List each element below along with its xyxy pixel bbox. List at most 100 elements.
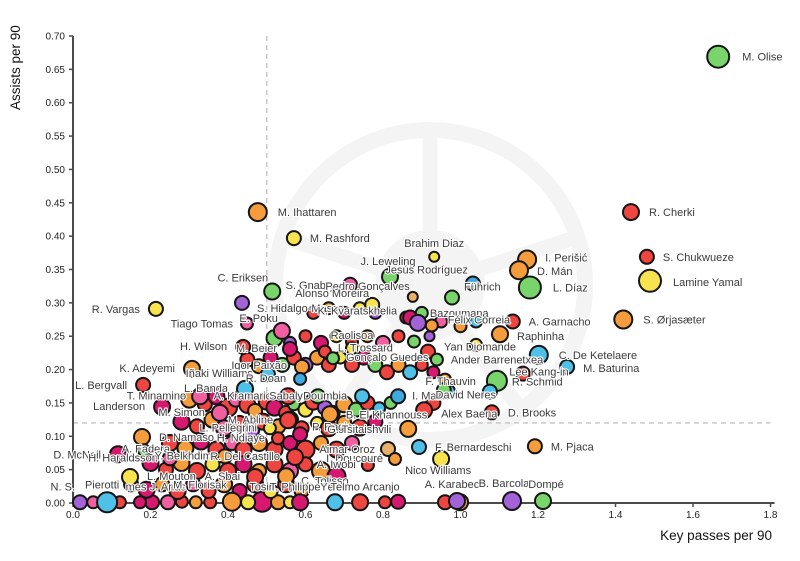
scatter-point	[390, 493, 407, 510]
scatter-point	[121, 468, 139, 486]
scatter-point	[262, 349, 279, 366]
scatter-point	[469, 337, 483, 352]
y-tick-label: 0.60	[46, 98, 66, 109]
scatter-point	[435, 382, 452, 399]
player-label: A. Iwobi	[317, 459, 356, 471]
scatter-point	[135, 376, 152, 393]
player-label: Telmo Arcanjo	[331, 481, 400, 493]
scatter-point	[262, 483, 279, 499]
y-tick-label: 0.15	[46, 398, 66, 409]
player-label: Aimar Oroz	[319, 444, 375, 456]
player-label: M. Olise	[742, 52, 782, 64]
player-label: S. Chukwueze	[663, 252, 734, 264]
scatter-point	[428, 250, 441, 263]
player-label: J. Leweling	[360, 256, 415, 268]
player-label: T. Philippe	[270, 481, 321, 493]
player-label: F. Thauvin	[425, 376, 476, 388]
player-label: C. Eriksen	[217, 273, 268, 285]
scatter-point	[262, 421, 277, 436]
player-label: J. Arias	[150, 481, 187, 493]
scatter-point	[133, 495, 147, 510]
player-label: A. Fadera	[122, 443, 171, 455]
scatter-point	[367, 413, 384, 430]
player-label: Pierotti	[85, 479, 119, 491]
scatter-point	[381, 267, 399, 286]
scatter-point	[407, 334, 421, 349]
scatter-point	[347, 401, 364, 418]
scatter-point	[235, 338, 252, 355]
player-label: Führich	[464, 282, 501, 294]
scatter-point	[378, 364, 395, 381]
scatter-point	[390, 388, 407, 405]
x-tick-label: 1.6	[686, 510, 700, 521]
player-label: R. Vargas	[92, 304, 141, 316]
y-tick-label: 0.35	[46, 265, 66, 276]
scatter-point	[344, 356, 360, 373]
scatter-point	[183, 359, 201, 378]
scatter-point	[517, 275, 542, 300]
x-tick-label: 1.8	[764, 510, 778, 521]
y-tick-label: 0.55	[46, 132, 66, 143]
scatter-point	[375, 334, 391, 351]
scatter-point	[406, 290, 419, 303]
x-tick-label: 0.0	[66, 510, 80, 521]
scatter-point	[279, 387, 298, 406]
scatter-point	[408, 313, 427, 332]
player-label: R. Schmid	[512, 377, 563, 389]
player-label: L. Díaz	[553, 283, 588, 295]
scatter-point	[344, 435, 360, 451]
x-tick-label: 0.2	[144, 510, 158, 521]
scatter-point	[448, 492, 466, 510]
scatter-point	[336, 414, 353, 431]
scatter-point	[216, 448, 233, 465]
scatter-point	[191, 432, 210, 451]
scatter-point	[399, 419, 418, 438]
scatter-point	[72, 494, 88, 511]
scatter-point	[234, 455, 253, 474]
data-points	[72, 44, 731, 514]
scatter-point	[109, 445, 127, 464]
scatter-point	[294, 358, 310, 375]
scatter-point	[185, 476, 202, 493]
scatter-point	[514, 365, 531, 382]
player-label: K. Adeyemi	[119, 363, 175, 375]
player-label: Doumbia	[303, 390, 348, 402]
scatter-point	[638, 248, 655, 265]
y-tick-label: 0.45	[46, 198, 66, 209]
player-label: D. McNeil	[53, 449, 101, 461]
scatter-point	[534, 492, 552, 510]
player-label: D. Mán	[537, 266, 572, 278]
scatter-point	[247, 202, 268, 223]
scatter-point	[189, 418, 205, 435]
scatter-point	[364, 296, 381, 313]
player-label: R. Del Castillo	[210, 451, 280, 463]
player-label: L. Trossard	[338, 343, 393, 355]
player-label: L. Pellegrini	[199, 422, 256, 434]
scatter-point	[274, 356, 291, 373]
scatter-point	[464, 275, 481, 292]
player-label: S. Gnabry	[286, 280, 336, 292]
scatter-point	[415, 401, 434, 420]
player-label: Igor Paixão	[231, 360, 287, 372]
player-label: Lee Kang-in	[509, 367, 568, 379]
player-label: Raolisoa	[331, 330, 375, 342]
player-label: M. Abline	[228, 414, 273, 426]
scatter-point	[350, 418, 369, 437]
scatter-point	[326, 351, 340, 366]
player-label: N. S.	[51, 481, 75, 493]
scatter-point	[360, 458, 375, 472]
scatter-point	[172, 412, 191, 431]
player-label: Nico Williams	[405, 465, 472, 477]
scatter-point	[309, 388, 326, 405]
scatter-point	[424, 318, 439, 333]
player-label: F. Bernardeschi	[435, 442, 511, 454]
scatter-point	[250, 434, 268, 452]
player-label: H. Wilson	[180, 341, 227, 353]
scatter-point	[141, 454, 160, 472]
scatter-point	[504, 313, 521, 330]
player-label: Brahim Diaz	[404, 238, 464, 250]
player-label: A. Garnacho	[529, 317, 591, 329]
player-label: L. Mouton	[147, 471, 196, 483]
player-label: P. Ragis	[312, 421, 353, 433]
